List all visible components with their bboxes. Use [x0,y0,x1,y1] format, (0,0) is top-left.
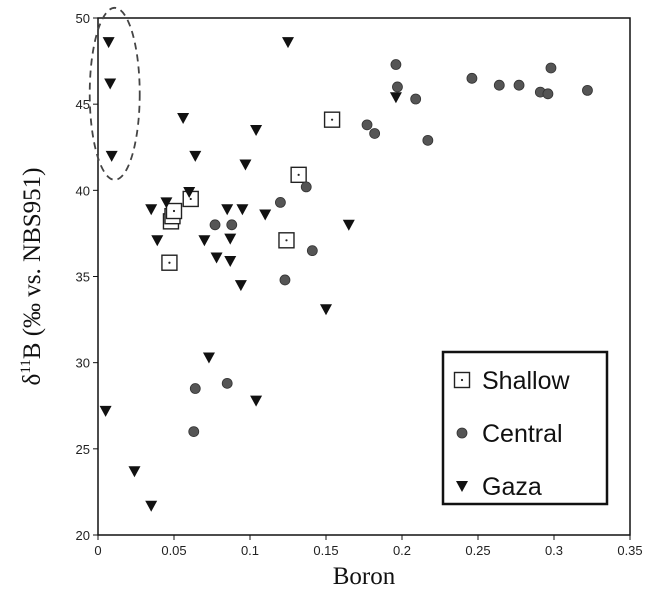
gaza-point [198,235,211,247]
central-point [513,79,525,91]
gaza-point [202,352,215,364]
central-point [274,196,286,208]
y-tick-label: 25 [76,442,90,457]
x-axis-ticks: 0 0.05 0.1 0.15 0.2 0.25 0.3 0.35 [94,535,643,558]
y-tick-label: 35 [76,270,90,285]
x-tick-label: 0.3 [545,543,563,558]
y-tick-label: 20 [76,528,90,543]
gaza-point [250,125,263,137]
gaza-point [389,92,402,104]
central-point [279,274,291,286]
legend-label: Gaza [482,473,542,501]
y-tick-label: 50 [76,11,90,26]
gaza-point [224,233,237,245]
gaza-point [259,209,272,221]
x-tick-label: 0.05 [161,543,186,558]
shallow-point [323,111,341,128]
gaza-point [128,466,141,478]
central-point [392,81,403,93]
series-shallow [161,111,341,271]
x-tick-label: 0.25 [465,543,490,558]
legend-item-shallow: Shallow [453,367,570,395]
legend-marker-central [456,427,468,439]
y-axis-ticks: 20 25 30 35 40 45 50 [76,11,98,543]
central-point [300,181,312,193]
legend: Shallow Central Gaza [441,350,609,506]
shallow-point [161,254,178,271]
central-point [493,79,505,91]
legend-label: Central [482,420,563,448]
central-point [466,72,478,84]
gaza-point [320,304,332,316]
x-tick-label: 0.15 [313,543,338,558]
x-tick-label: 0.35 [617,543,642,558]
central-point [306,245,318,257]
gaza-point [104,78,117,90]
central-point [545,62,557,74]
legend-marker-gaza [456,481,468,492]
central-point [226,219,238,231]
central-point [410,93,422,105]
shallow-point [290,166,307,184]
legend-label: Shallow [482,367,570,395]
central-point [369,128,381,139]
x-tick-label: 0 [94,543,101,558]
gaza-point [210,252,223,264]
y-axis-label-superscript: 11 [18,359,34,373]
y-axis-label-delta: δ [19,374,46,386]
y-tick-label: 45 [76,97,90,112]
gaza-point [236,204,249,216]
legend-box [441,350,609,506]
gaza-point [224,255,237,267]
gaza-point [145,500,158,512]
central-point [189,383,201,394]
gaza-point [239,159,252,171]
data-points [99,37,593,512]
central-point [361,119,373,131]
series-gaza [99,37,402,512]
gaza-point [102,37,115,49]
annotation-layer [88,6,141,181]
legend-item-gaza: Gaza [456,473,542,501]
x-axis-label: Boron [333,563,396,590]
central-point [188,426,200,438]
x-tick-label: 0.1 [241,543,259,558]
gaza-point [160,197,173,209]
series-central [188,59,593,438]
central-point [582,84,593,96]
legend-item-central: Central [456,420,563,448]
gaza-point [177,112,190,124]
central-point [542,88,554,100]
gaza-point [99,405,112,417]
gaza-point [342,219,355,231]
gaza-point [145,204,158,216]
gaza-point [250,395,263,407]
central-point [390,59,402,70]
shallow-point [165,202,183,220]
legend-marker-shallow [453,371,471,389]
dashed-ellipse-annotation [88,6,141,181]
central-point [221,377,233,389]
central-point [209,219,221,231]
gaza-point [221,204,234,216]
x-tick-label: 0.2 [393,543,411,558]
gaza-point [234,280,247,292]
shallow-point [278,232,295,249]
y-tick-label: 40 [76,183,90,198]
gaza-point [189,150,202,162]
central-point [422,134,434,146]
y-axis-label-rest: B (‰ vs. NBS951) [19,168,46,360]
y-tick-label: 30 [76,356,90,371]
gaza-point [105,150,118,162]
gaza-point [282,37,294,49]
y-axis-label: δ11B (‰ vs. NBS951) [18,168,46,386]
gaza-point [151,235,164,247]
gaza-point [183,187,196,199]
